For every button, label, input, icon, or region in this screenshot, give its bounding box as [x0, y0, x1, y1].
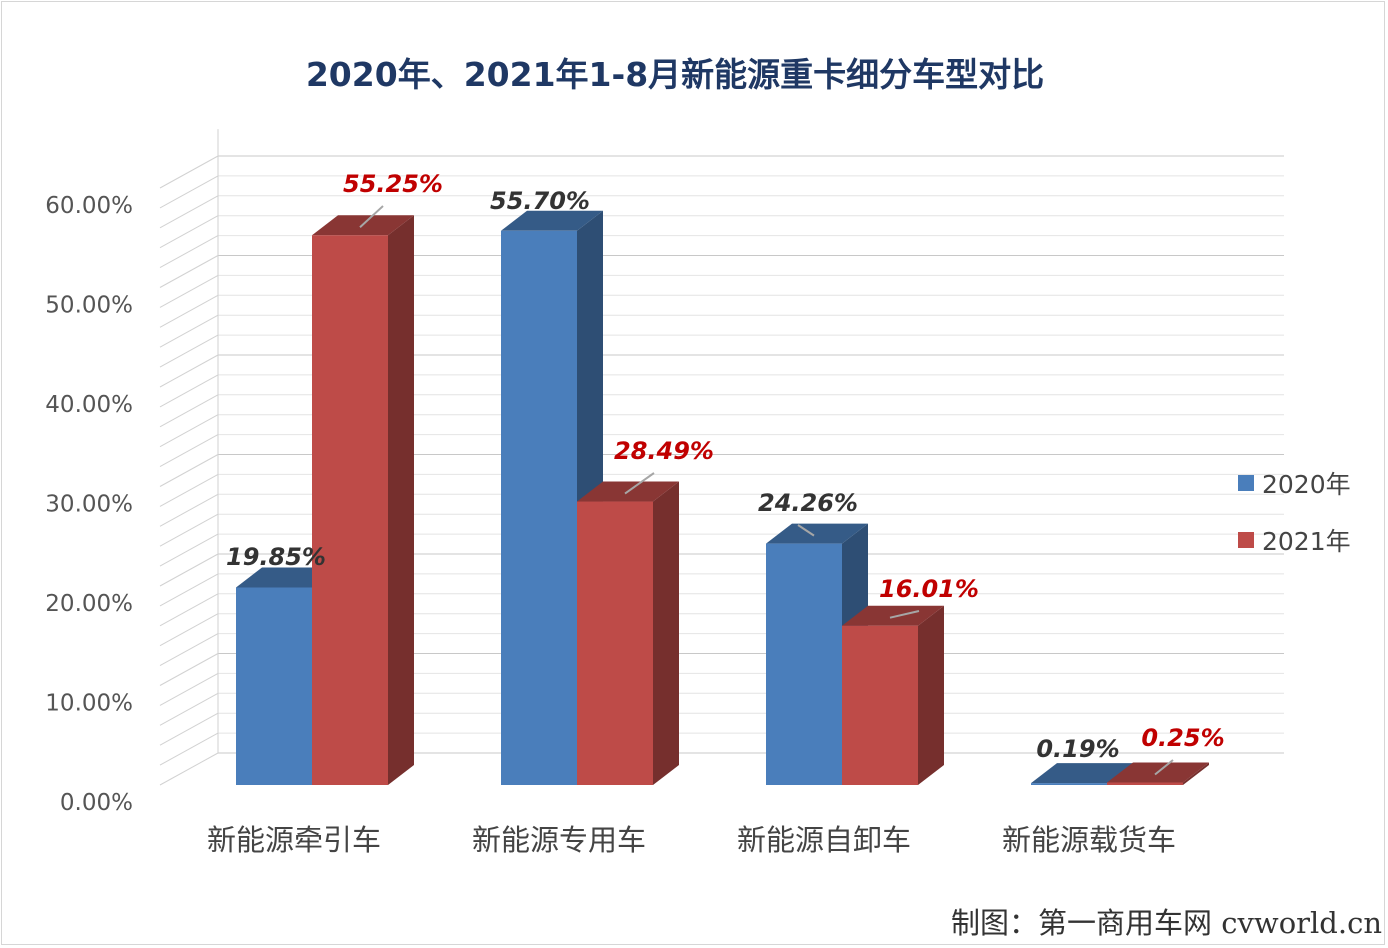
- bar-side: [653, 481, 679, 785]
- label-leader: [1154, 759, 1174, 776]
- grid-diagonal: [159, 235, 219, 269]
- y-tick-label: 20.00%: [45, 591, 133, 617]
- grid-diagonal: [159, 414, 219, 448]
- data-label: 19.85%: [226, 543, 326, 571]
- bar-2020: [501, 230, 577, 785]
- bar-top: [501, 210, 603, 231]
- grid-diagonal: [159, 155, 219, 189]
- bar-side: [1183, 762, 1209, 785]
- bar-2020: [1031, 783, 1107, 785]
- grid-diagonal: [159, 255, 219, 288]
- bar-side: [388, 215, 414, 785]
- grid-diagonal: [159, 374, 219, 408]
- y-tick-label: 30.00%: [45, 492, 133, 518]
- y-tick-label: 0.00%: [60, 790, 133, 816]
- grid-diagonal: [159, 434, 219, 468]
- data-label: 0.25%: [1141, 724, 1224, 752]
- data-label: 0.19%: [1036, 735, 1119, 763]
- grid-diagonal: [159, 175, 219, 209]
- grid-diagonal: [159, 274, 219, 308]
- grid-diagonal: [159, 314, 219, 348]
- grid-diagonal: [159, 712, 219, 746]
- legend-label-2021: 2021年: [1262, 527, 1351, 556]
- legend-swatch-2021: [1238, 532, 1254, 548]
- bar-2021: [1107, 782, 1183, 785]
- grid-diagonal: [159, 195, 219, 229]
- x-tick-label: 新能源专用车: [472, 823, 646, 857]
- label-leader: [359, 205, 384, 228]
- bar-2020: [236, 587, 312, 785]
- y-tick-label: 10.00%: [45, 691, 133, 717]
- grid-diagonal: [159, 394, 219, 428]
- grid-diagonal: [159, 573, 219, 607]
- label-leader: [889, 610, 920, 619]
- bar-top: [766, 523, 868, 544]
- legend: 2020年 2021年: [1238, 468, 1351, 582]
- legend-swatch-2020: [1238, 475, 1254, 491]
- grid-diagonal: [159, 354, 219, 388]
- grid-diagonal: [159, 473, 219, 507]
- grid-diagonal: [159, 633, 219, 667]
- grid-diagonal: [159, 294, 219, 328]
- x-tick-label: 新能源自卸车: [737, 823, 911, 857]
- x-tick-label: 新能源载货车: [1002, 823, 1176, 857]
- source-credit: 制图：第一商用车网 cvworld.cn: [951, 906, 1382, 940]
- grid-diagonal: [159, 613, 219, 647]
- grid-diagonal: [159, 533, 219, 567]
- data-label: 55.70%: [490, 187, 590, 215]
- label-leader: [797, 524, 815, 537]
- y-tick-label: 50.00%: [45, 293, 133, 319]
- chart-title: 2020年、2021年1-8月新能源重卡细分车型对比: [305, 55, 1045, 94]
- grid-diagonal: [159, 692, 219, 726]
- legend-item-2021: 2021年: [1238, 525, 1351, 556]
- bar-2020: [766, 543, 842, 785]
- label-leader: [624, 472, 655, 495]
- bar-top: [1031, 763, 1133, 784]
- legend-item-2020: 2020年: [1238, 468, 1351, 499]
- grid-diagonal: [159, 732, 219, 766]
- bar-2021: [312, 235, 388, 785]
- data-label: 55.25%: [343, 170, 443, 198]
- x-tick-label: 新能源牵引车: [207, 823, 381, 857]
- grid-diagonal: [159, 334, 219, 368]
- grid-diagonal: [159, 513, 219, 547]
- y-tick-label: 40.00%: [45, 392, 133, 418]
- bar-2021: [577, 501, 653, 785]
- grid-diagonal: [159, 593, 219, 627]
- data-label: 24.26%: [758, 489, 858, 517]
- y-tick-label: 60.00%: [45, 193, 133, 219]
- data-label: 16.01%: [879, 575, 979, 603]
- grid-diagonal: [159, 672, 219, 706]
- bar-side: [918, 605, 944, 785]
- grid-diagonal: [159, 752, 219, 786]
- bar-2021: [842, 625, 918, 785]
- grid-diagonal: [159, 454, 219, 487]
- legend-label-2020: 2020年: [1262, 470, 1351, 499]
- data-label: 28.49%: [614, 437, 714, 465]
- grid-diagonal: [159, 215, 219, 249]
- grid-diagonal: [159, 653, 219, 686]
- grid-diagonal: [159, 493, 219, 527]
- grid-diagonal: [159, 553, 219, 587]
